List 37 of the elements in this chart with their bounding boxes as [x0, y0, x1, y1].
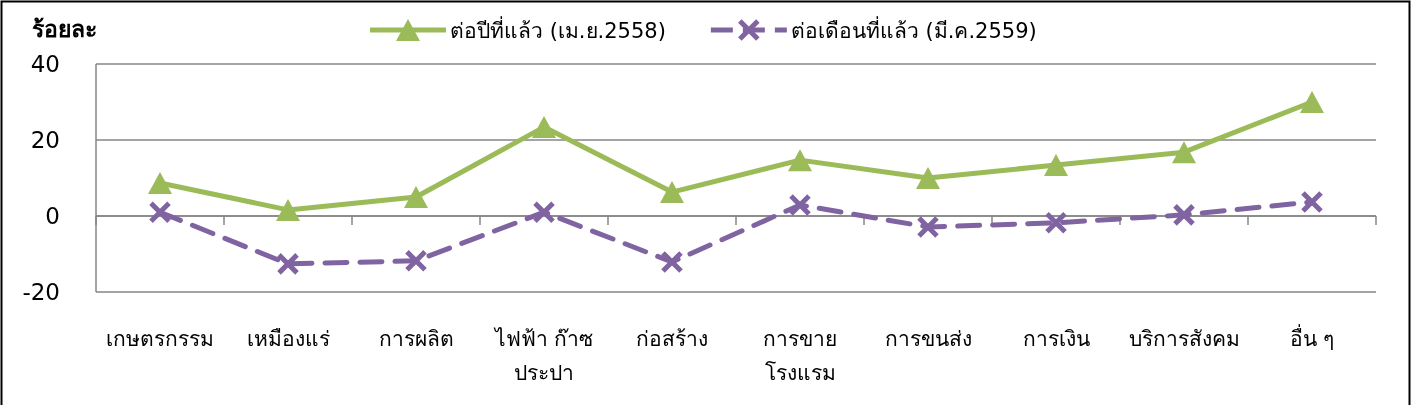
point — [660, 250, 684, 274]
point — [660, 181, 684, 204]
x-tick-label: บริการสังคม — [1128, 327, 1240, 351]
point — [1172, 203, 1196, 227]
y-tick-label: 20 — [30, 127, 60, 153]
point — [404, 249, 428, 273]
point — [1044, 211, 1068, 235]
x-tick-label: การขาย โรงแรม — [763, 327, 837, 385]
point — [276, 252, 300, 276]
x-tick-label: อื่น ๆ — [1289, 324, 1335, 351]
y-tick-label: -20 — [22, 279, 60, 305]
point — [788, 193, 812, 217]
point — [276, 198, 300, 221]
x-tick-label: การผลิต — [378, 327, 454, 351]
x-tick-label: การขนส่ง — [884, 327, 972, 351]
point — [148, 171, 172, 194]
x-tick-label: เกษตรกรรม — [106, 327, 214, 351]
legend-label: ต่อปีที่แล้ว (เม.ย.2558) — [450, 16, 666, 43]
point — [916, 215, 940, 239]
point — [532, 116, 556, 139]
point — [148, 200, 172, 224]
point — [532, 200, 556, 224]
point — [1300, 91, 1324, 113]
x-tick-label: การเงิน — [1022, 327, 1090, 351]
point — [788, 149, 812, 172]
point — [1172, 141, 1196, 164]
point — [916, 167, 940, 189]
x-tick-label: ไฟฟ้า ก๊าซ ประปา — [492, 327, 594, 385]
y-tick-label: 0 — [45, 203, 60, 229]
point — [404, 186, 428, 208]
y-axis-title: ร้อยละ — [32, 16, 97, 42]
point — [1300, 190, 1324, 214]
y-tick-label: 40 — [30, 51, 60, 77]
point — [1044, 154, 1068, 177]
x-tick-label: เหมืองแร่ — [246, 327, 330, 351]
x-tick-label: ก่อสร้าง — [636, 327, 708, 351]
legend-label: ต่อเดือนที่แล้ว (มี.ค.2559) — [790, 16, 1037, 43]
